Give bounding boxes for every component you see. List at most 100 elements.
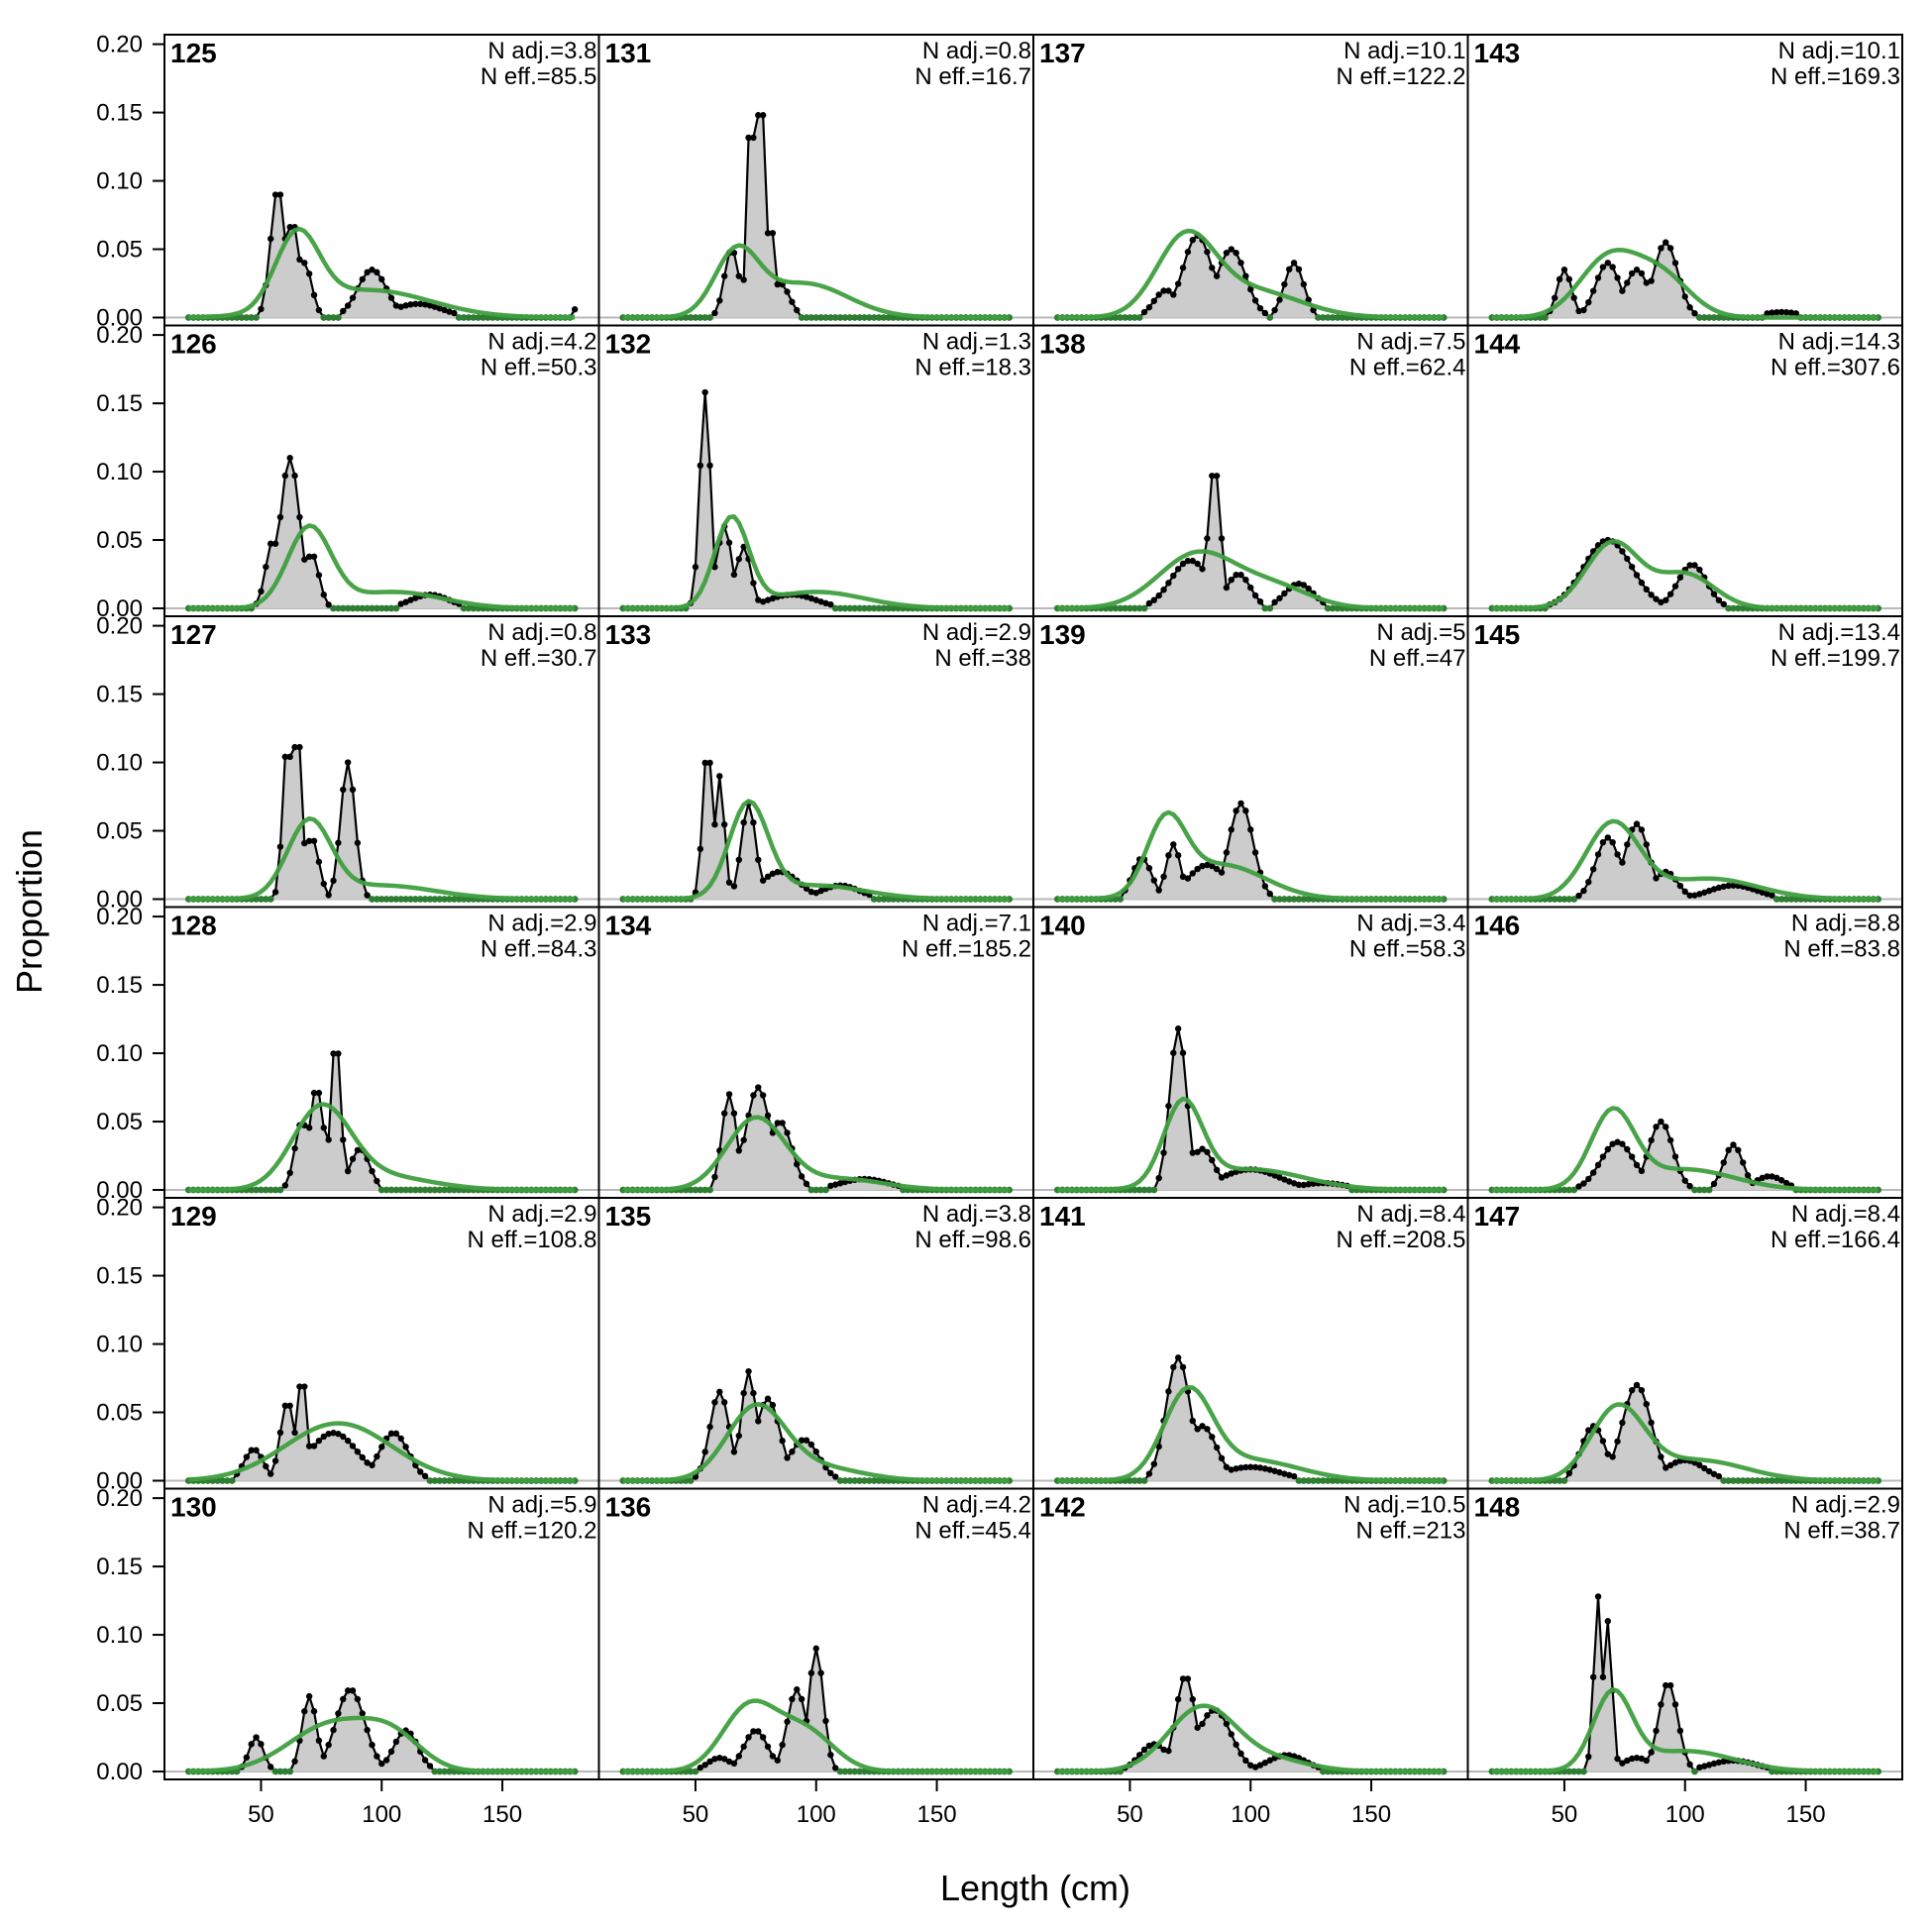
observed-point — [407, 301, 414, 308]
zero-point — [436, 1186, 444, 1194]
observed-point — [1663, 1681, 1669, 1689]
zero-point — [1744, 1477, 1752, 1484]
observed-line — [1491, 1595, 1878, 1773]
y-tick-label: 0.05 — [96, 1109, 143, 1135]
zero-point — [436, 896, 444, 903]
observed-point — [1658, 1453, 1664, 1460]
observed-point — [1170, 1363, 1177, 1371]
zero-point — [861, 314, 868, 321]
zero-point — [402, 1186, 410, 1194]
observed-point — [325, 1136, 332, 1143]
observed-point — [271, 540, 279, 547]
zero-point — [387, 604, 395, 612]
zero-point — [807, 314, 815, 321]
observed-point — [711, 820, 718, 828]
observed-point — [755, 856, 762, 864]
observed-point — [1281, 280, 1288, 288]
x-tick-label: 50 — [1552, 1801, 1578, 1828]
observed-point — [1686, 1761, 1693, 1769]
observed-point — [1233, 1465, 1239, 1472]
observed-point — [378, 1760, 385, 1768]
observed-point — [1609, 838, 1616, 846]
observed-point — [812, 1449, 819, 1455]
observed-point — [1233, 1741, 1239, 1749]
zero-point — [1560, 1186, 1568, 1194]
observed-point — [745, 134, 752, 142]
observed-point — [759, 877, 767, 884]
zero-point — [446, 1768, 453, 1775]
panel-137: 137 N adj.=10.1N eff.=122.2 — [1032, 34, 1469, 327]
zero-point — [836, 1768, 844, 1775]
zero-point — [271, 1768, 279, 1775]
expected-line — [622, 243, 1010, 320]
observed-point — [1696, 1764, 1703, 1771]
observed-point — [1686, 892, 1693, 899]
observed-point — [1228, 576, 1234, 584]
expected-line — [1491, 1402, 1878, 1483]
zero-point — [421, 896, 429, 903]
observed-point — [1633, 572, 1641, 579]
observed-point — [1580, 1180, 1587, 1187]
zero-point — [875, 604, 883, 612]
observed-point — [1145, 865, 1153, 872]
observed-point — [291, 472, 298, 480]
observed-point — [1599, 1153, 1607, 1160]
observed-point — [340, 1433, 347, 1441]
observed-point — [1619, 1419, 1626, 1427]
observed-point — [1792, 310, 1800, 317]
observed-point — [378, 1444, 385, 1450]
n-adj-label: N adj.=4.2 — [922, 1492, 1031, 1519]
x-tick-label: 150 — [1351, 1801, 1391, 1828]
zero-point — [1764, 1477, 1771, 1484]
panel-136: 136 N adj.=4.2N eff.=45.4 — [597, 1487, 1034, 1780]
zero-point — [875, 1477, 883, 1484]
observed-point — [1575, 307, 1582, 315]
observed-point — [807, 888, 815, 896]
panel-label: 147 — [1474, 1201, 1521, 1232]
panel-141: 141 N adj.=8.4N eff.=208.5 — [1032, 1197, 1469, 1490]
observed-area — [622, 115, 1010, 318]
observed-point — [1184, 1675, 1192, 1682]
observed-point — [784, 1129, 791, 1136]
observed-point — [755, 1728, 762, 1735]
observed-point — [1218, 1174, 1226, 1181]
observed-point — [369, 1167, 376, 1175]
zero-point — [1556, 896, 1563, 903]
observed-point — [740, 1136, 747, 1143]
observed-point — [271, 1457, 279, 1464]
observed-point — [1686, 304, 1693, 311]
panel-142: 142 N adj.=10.5N eff.=213 — [1032, 1487, 1469, 1780]
observed-point — [1705, 887, 1713, 895]
zero-point — [870, 896, 878, 903]
observed-point — [335, 1710, 342, 1717]
observed-point — [1281, 590, 1288, 597]
observed-point — [1628, 269, 1636, 277]
observed-point — [325, 601, 332, 608]
observed-point — [1701, 889, 1708, 896]
zero-point — [1135, 314, 1143, 321]
observed-area — [1491, 823, 1878, 900]
zero-point — [851, 1768, 859, 1775]
zero-point — [682, 314, 690, 321]
observed-point — [364, 1459, 371, 1466]
zero-point — [1570, 896, 1578, 903]
zero-point — [1122, 314, 1128, 321]
n-adj-label: N adj.=8.8 — [1791, 911, 1900, 937]
observed-point — [789, 1449, 796, 1455]
zero-point — [382, 896, 390, 903]
observed-point — [344, 759, 352, 766]
zero-point — [460, 314, 468, 321]
zero-point — [706, 314, 713, 321]
zero-point — [364, 604, 372, 612]
observed-point — [1671, 583, 1679, 590]
observed-line — [1057, 1677, 1445, 1773]
observed-point — [1744, 1172, 1752, 1179]
zero-point — [465, 314, 473, 321]
observed-point — [417, 300, 424, 307]
observed-point — [1189, 1149, 1196, 1156]
zero-point — [441, 1768, 448, 1775]
zero-point — [870, 314, 878, 321]
zero-point — [846, 314, 854, 321]
observed-point — [784, 1718, 791, 1725]
observed-point — [301, 1383, 308, 1390]
